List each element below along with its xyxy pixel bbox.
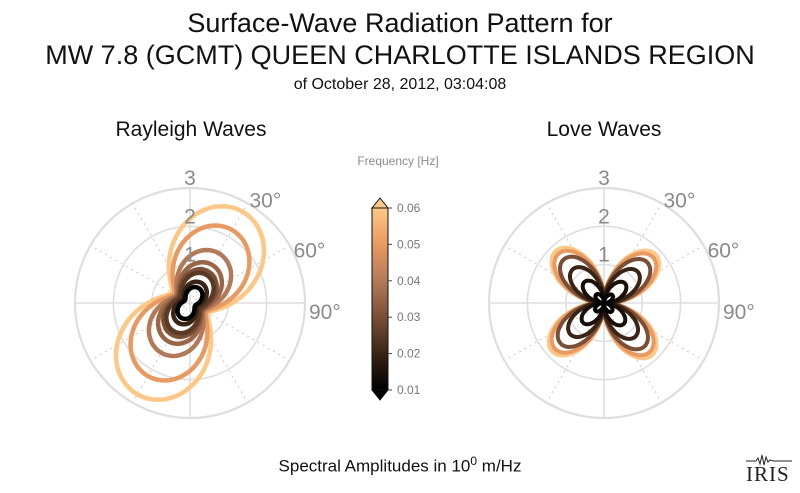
colorbar-min-arrow xyxy=(370,389,390,401)
ring-3 xyxy=(487,186,721,420)
ring-1 xyxy=(564,263,644,343)
chart-title-line1: Surface-Wave Radiation Pattern for xyxy=(187,8,613,38)
radial-gridline-240 xyxy=(504,302,605,362)
series-curve-0.06hz xyxy=(113,203,267,403)
colorbar-tick-label: 0.05 xyxy=(397,237,421,251)
footer-label-suffix: m/Hz xyxy=(477,456,522,476)
radial-tick-label: 3 xyxy=(598,167,610,190)
seismogram-icon xyxy=(746,454,792,466)
colorbar-bar xyxy=(371,207,389,391)
angle-label: 30° xyxy=(664,189,696,212)
angle-label: 90° xyxy=(309,301,341,324)
footer-label-prefix: Spectral Amplitudes in 10 xyxy=(278,456,471,476)
radial-tick-label: 1 xyxy=(598,244,610,267)
colorbar-tick-label: 0.03 xyxy=(397,310,421,324)
radial-tick-label: 2 xyxy=(598,205,610,228)
axis-label-spectral-amplitudes: Spectral Amplitudes in 100 m/Hz xyxy=(0,454,800,477)
ring-3 xyxy=(73,186,307,420)
love-polar-plot: 1 2 3 30° 60° 90° xyxy=(487,167,755,420)
angle-label: 60° xyxy=(294,240,326,263)
frequency-colorbar: Frequency [Hz] 0.06 0.05 0.04 0.03 0.02 0.01 xyxy=(357,154,439,401)
radial-gridline-60 xyxy=(603,244,704,304)
colorbar-tick-label: 0.04 xyxy=(397,274,421,288)
series-curve-0.025hz xyxy=(164,270,216,336)
radial-tick-label: 2 xyxy=(184,205,196,228)
colorbar-tick-label: 0.06 xyxy=(397,201,421,215)
series-curve-0.01hz xyxy=(593,292,615,314)
chart-subtitle: of October 28, 2012, 03:04:08 xyxy=(293,76,507,93)
radial-gridline-150 xyxy=(603,302,663,403)
ring-2 xyxy=(112,225,268,381)
series-curve-0.02hz xyxy=(170,279,210,327)
colorbar-tick-label: 0.02 xyxy=(397,347,421,361)
love-panel-title: Love Waves xyxy=(546,118,662,141)
colorbar-tick-label: 0.01 xyxy=(397,383,421,397)
rayleigh-panel-title: Rayleigh Waves xyxy=(115,118,267,141)
chart-title-line2: MW 7.8 (GCMT) QUEEN CHARLOTTE ISLANDS RE… xyxy=(45,40,755,70)
colorbar-max-arrow xyxy=(370,197,390,209)
series-curve-0.05hz xyxy=(128,223,252,383)
rayleigh-polar-plot: 1 2 3 30° 60° 90° xyxy=(73,167,341,420)
angle-label: 60° xyxy=(708,240,740,263)
series-curve-0.01hz xyxy=(175,284,205,322)
radial-tick-label: 3 xyxy=(184,167,196,190)
radial-tick-label: 1 xyxy=(184,244,196,267)
ring-2 xyxy=(526,225,682,381)
radial-gridline-330 xyxy=(545,203,605,304)
angle-label: 90° xyxy=(723,301,755,324)
colorbar-title: Frequency [Hz] xyxy=(357,154,438,168)
footer-label-exponent: 0 xyxy=(470,454,478,468)
iris-logo: IRIS xyxy=(744,452,794,486)
angle-label: 30° xyxy=(250,189,282,212)
iris-logo-text: IRIS xyxy=(746,462,790,486)
